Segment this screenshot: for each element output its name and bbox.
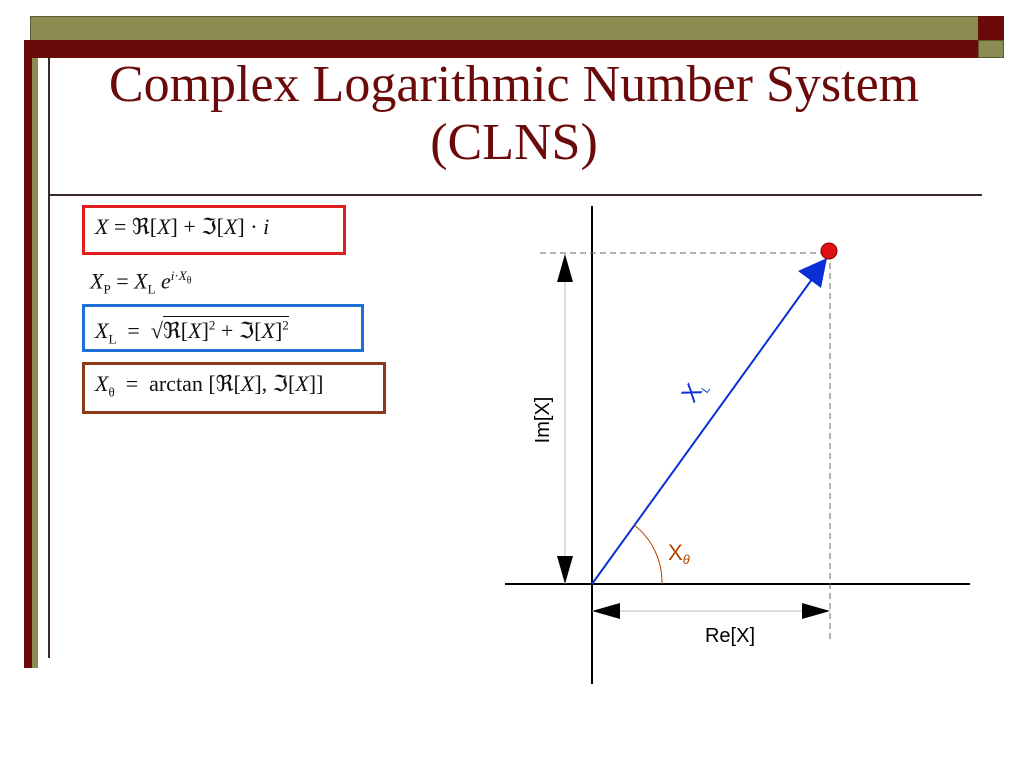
left-thin-line <box>48 58 50 658</box>
title-divider <box>48 194 982 196</box>
formula-angle-box: Xθ = arctan [ℜ[X], ℑ[X]] <box>82 362 386 414</box>
complex-point <box>820 242 838 260</box>
formula-polar: XP = XL ei·Xθ <box>90 268 192 297</box>
angle-arc <box>633 524 663 585</box>
left-olive-strip <box>32 58 38 668</box>
corner-olive-square <box>978 40 1004 58</box>
formula-cartesian-box: X = ℜ[X] + ℑ[X] · i <box>82 205 346 255</box>
formula-magnitude-box: XL = √ℜ[X]2 + ℑ[X]2 <box>82 304 364 352</box>
left-maroon-strip <box>24 40 32 668</box>
formula-angle: Xθ = arctan [ℜ[X], ℑ[X]] <box>95 371 324 400</box>
magnitude-vector <box>591 274 816 585</box>
slide-title: Complex Logarithmic Number System (CLNS) <box>52 56 976 172</box>
formula-magnitude: XL = √ℜ[X]2 + ℑ[X]2 <box>95 316 289 347</box>
formula-cartesian: X = ℜ[X] + ℑ[X] · i <box>95 214 270 239</box>
im-arrow-down <box>557 556 573 584</box>
re-label: Re[X] <box>705 625 755 647</box>
top-maroon-bar <box>30 40 978 58</box>
im-label: Im[X] <box>532 397 554 444</box>
im-arrow-up <box>557 254 573 282</box>
re-arrow-left <box>592 603 620 619</box>
re-arrow-right <box>802 603 830 619</box>
title-line-1: Complex Logarithmic Number System <box>108 56 920 113</box>
angle-label: Xθ <box>668 540 690 567</box>
corner-maroon-square <box>978 16 1004 40</box>
title-line-2: (CLNS) <box>430 114 598 171</box>
vector-arrowhead <box>798 258 827 288</box>
magnitude-label: XL <box>676 374 712 409</box>
